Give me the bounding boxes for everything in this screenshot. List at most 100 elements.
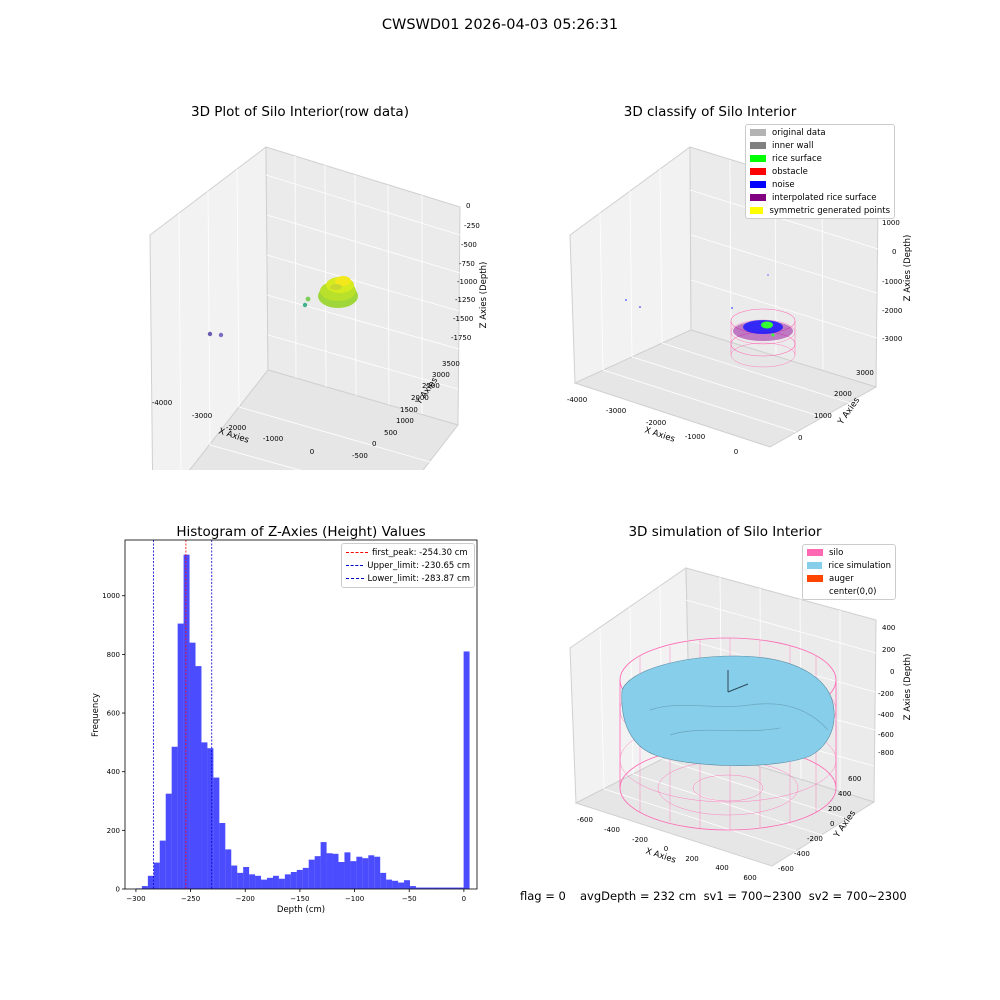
- histogram-bar: [362, 858, 369, 889]
- simulation-plot-title: 3D simulation of Silo Interior: [628, 524, 822, 540]
- histogram-bar: [421, 887, 428, 889]
- raw-x-tick: -4000: [152, 399, 172, 407]
- raw-y-tick: 3500: [442, 360, 460, 368]
- legend-line: [346, 578, 364, 579]
- legend-line: [346, 552, 368, 553]
- histogram-threshold-lines: [153, 540, 213, 889]
- raw-3d-plot: -4000 -3000 -2000 -1000 0 X Axies -500 0…: [149, 145, 489, 470]
- legend-item: center(0,0): [803, 585, 895, 598]
- legend-swatch: [807, 588, 823, 595]
- sim-z-tick: 0: [890, 668, 894, 676]
- sim-rice-surface: [621, 655, 835, 766]
- histogram-bar: [386, 879, 393, 889]
- classify-y-tick: 1000: [814, 412, 832, 420]
- histogram-frame: [124, 539, 478, 890]
- classify-y-tick: 2000: [834, 390, 852, 398]
- legend-swatch: [807, 575, 823, 582]
- histogram-bar: [153, 862, 160, 889]
- histogram-x-tick-label: −100: [345, 895, 364, 903]
- classify-x-tick: 0: [734, 448, 738, 456]
- histogram-bar: [380, 872, 387, 889]
- raw-y-tick: -500: [352, 452, 368, 460]
- histogram-bar: [308, 859, 315, 889]
- sim-z-tick: 200: [882, 646, 895, 654]
- histogram-bar: [404, 880, 410, 889]
- histogram-bar: [225, 849, 232, 889]
- histogram-y-tick-label: 600: [107, 710, 120, 718]
- classify-z-tick: -1000: [882, 278, 902, 286]
- histogram-x-tick-label: −250: [181, 895, 200, 903]
- legend-item: obstacle: [746, 165, 894, 178]
- simulation-legend: silo rice simulation auger center(0,0): [802, 544, 896, 600]
- classify-z-axis-label: Z Axies (Depth): [903, 235, 913, 302]
- classify-z-tick: -3000: [882, 335, 902, 343]
- histogram-bar: [207, 748, 214, 889]
- sim-x-tick: 200: [685, 855, 698, 863]
- legend-swatch: [750, 129, 766, 136]
- histogram-bar: [439, 887, 446, 889]
- legend-swatch: [807, 562, 823, 569]
- histogram-bar: [374, 856, 381, 889]
- sim-y-tick: 0: [830, 820, 834, 828]
- sim-y-tick: 200: [828, 805, 841, 813]
- raw-y-tick: 2000: [411, 394, 429, 402]
- histogram-bar: [165, 793, 172, 889]
- raw-z-tick: -1000: [457, 278, 477, 286]
- histogram-bar: [338, 862, 345, 889]
- legend-swatch: [750, 168, 766, 175]
- classify-y-tick: 3000: [856, 369, 874, 377]
- raw-z-tick: 0: [466, 202, 470, 210]
- histogram-bar: [290, 871, 297, 889]
- sim-x-tick: -400: [604, 826, 620, 834]
- histogram-y-tick-label: 200: [107, 827, 120, 835]
- histogram-bar: [368, 855, 375, 889]
- histogram-bar: [141, 886, 148, 889]
- histogram-bar: [237, 872, 244, 889]
- histogram-bar: [147, 875, 154, 889]
- sim-floor-pane: [574, 744, 876, 867]
- sim-x-axis-label: X Axies: [644, 846, 677, 865]
- histogram-bar: [320, 842, 327, 889]
- histogram-y-tick-label: 400: [107, 768, 120, 776]
- raw-z-axis-label: Z Axies (Depth): [479, 262, 489, 329]
- raw-gridlines: [178, 155, 461, 470]
- raw-x-tick: -2000: [226, 424, 246, 432]
- histogram-bar: [189, 642, 196, 889]
- legend-item: inner wall: [746, 139, 894, 152]
- legend-swatch: [750, 194, 766, 201]
- raw-z-tick: -750: [459, 260, 475, 268]
- sim-z-tick: -600: [878, 731, 894, 739]
- histogram-x-tick-label: −150: [290, 895, 309, 903]
- histogram-bar: [445, 887, 452, 889]
- sim-x-tick: 0: [664, 845, 668, 853]
- sim-y-tick: -200: [807, 835, 823, 843]
- histogram-bar: [201, 742, 208, 889]
- figure-title: CWSWD01 2026-04-03 05:26:31: [381, 17, 619, 33]
- classify-plot-title: 3D classify of Silo Interior: [623, 104, 797, 120]
- legend-item: Lower_limit: -283.87 cm: [342, 572, 474, 585]
- classify-z-tick: 1000: [882, 219, 900, 227]
- histogram-bar: [314, 856, 321, 889]
- sim-z-tick: -400: [878, 711, 894, 719]
- histogram-x-tick-label: 0: [462, 895, 466, 903]
- histogram-bar: [463, 651, 470, 889]
- histogram-bar: [159, 840, 166, 889]
- raw-y-tick: 1000: [396, 417, 414, 425]
- histogram-legend: first_peak: -254.30 cm Upper_limit: -230…: [341, 543, 475, 588]
- raw-point-cloud: [207, 276, 358, 338]
- histogram-bar: [398, 882, 405, 889]
- histogram-bar: [457, 887, 464, 889]
- sim-y-tick: 600: [848, 775, 861, 783]
- histogram-x-tick-label: −200: [236, 895, 255, 903]
- legend-item: noise: [746, 178, 894, 191]
- histogram-bar: [409, 886, 416, 889]
- classify-y-tick: 0: [798, 434, 802, 442]
- legend-swatch: [750, 181, 766, 188]
- legend-line: [346, 565, 364, 566]
- raw-x-tick: -1000: [263, 435, 283, 443]
- histogram-bar: [415, 887, 422, 889]
- histogram-bar: [171, 746, 178, 889]
- classify-gridlines: [599, 159, 879, 433]
- histogram-bar: [249, 874, 256, 889]
- sim-z-tick: -200: [878, 690, 894, 698]
